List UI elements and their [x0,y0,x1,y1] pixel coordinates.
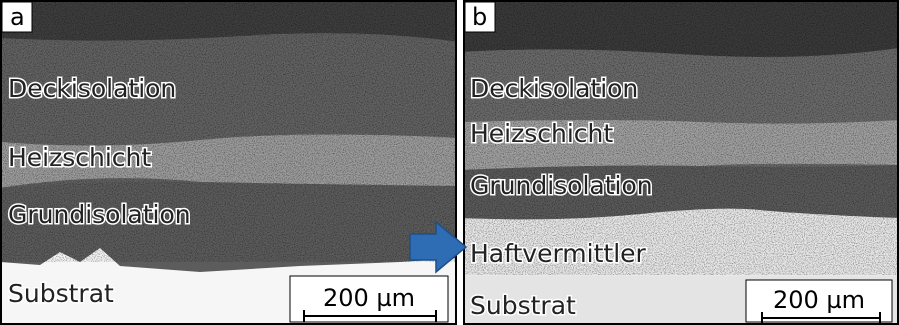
layer-label: Substrat [470,291,576,320]
figure: a Deckisolation Heizschicht Grundisolati… [0,0,899,325]
micrograph-b [460,0,899,325]
layer-label: Grundisolation [470,171,653,200]
layer-label: Deckisolation [8,74,176,103]
layer-label: Heizschicht [8,143,151,172]
layer-label: Heizschicht [470,119,613,148]
layer-label: Deckisolation [470,74,638,103]
layer-label: Haftvermittler [470,239,647,268]
scale-label: 200 µm [773,286,865,314]
layer-label: Grundisolation [8,200,191,229]
panel-letter: b [472,3,487,31]
scale-label: 200 µm [323,284,415,312]
layer-label: Substrat [8,279,114,308]
panel-letter: a [10,3,25,31]
